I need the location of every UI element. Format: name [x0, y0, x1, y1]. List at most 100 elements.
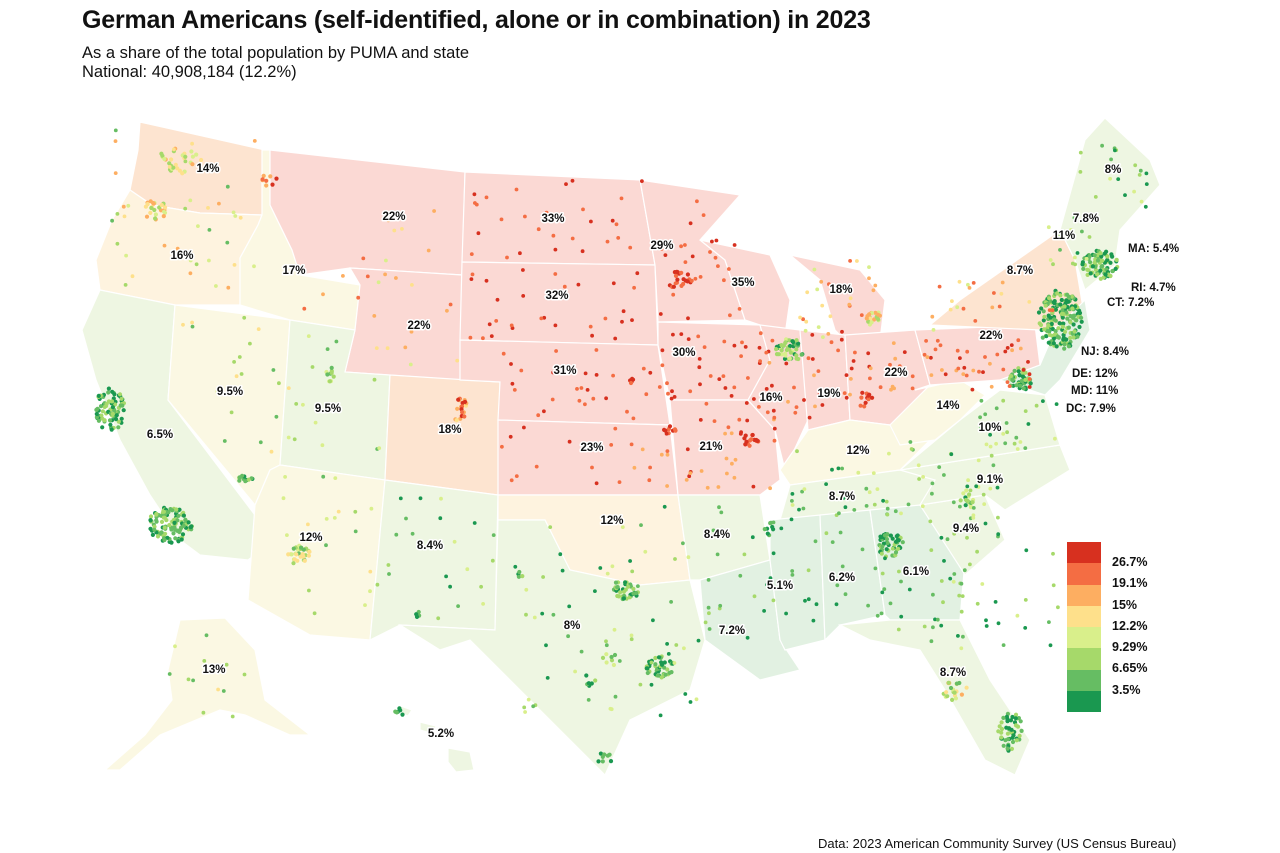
puma-dot: [615, 593, 620, 599]
legend-label: 15%: [1112, 597, 1138, 612]
puma-dot: [660, 348, 665, 353]
puma-dot: [843, 592, 848, 597]
puma-dot: [820, 303, 825, 308]
puma-dot: [567, 439, 572, 444]
puma-dot: [839, 337, 844, 342]
puma-dot: [1069, 294, 1074, 299]
puma-dot: [186, 677, 191, 682]
puma-dot: [165, 535, 170, 540]
puma-dot: [1014, 383, 1019, 388]
puma-dot: [858, 403, 863, 408]
puma-dot: [487, 322, 492, 327]
puma-dot: [291, 546, 296, 551]
puma-dot: [1095, 272, 1100, 277]
puma-dot: [866, 397, 871, 402]
puma-dot: [782, 356, 788, 361]
puma-dot: [979, 398, 984, 403]
puma-dot: [313, 420, 318, 425]
puma-dot: [274, 176, 279, 181]
puma-dot: [291, 561, 296, 566]
puma-dot: [594, 481, 599, 486]
puma-dot: [1087, 235, 1092, 239]
puma-dot: [1060, 324, 1065, 329]
puma-dot: [1123, 193, 1127, 198]
puma-dot: [989, 384, 994, 389]
legend-row: 26.7%: [1067, 542, 1187, 569]
state-regions: [81, 117, 1161, 777]
puma-dot: [1072, 329, 1077, 334]
puma-dot: [906, 502, 911, 507]
puma-dot: [840, 564, 845, 569]
puma-dot: [1047, 296, 1052, 301]
puma-dot: [150, 532, 155, 538]
puma-dot: [765, 531, 770, 536]
puma-dot: [1080, 229, 1084, 234]
puma-dot: [706, 605, 711, 610]
puma-dot: [631, 416, 636, 421]
puma-dot: [747, 443, 752, 448]
puma-dot: [750, 432, 755, 438]
puma-dot: [1038, 322, 1044, 328]
puma-dot: [256, 327, 261, 331]
puma-dot: [363, 603, 367, 607]
puma-dot: [163, 531, 168, 536]
puma-dot: [721, 374, 726, 378]
puma-dot: [1079, 319, 1084, 324]
puma-dot: [258, 440, 263, 445]
puma-dot: [772, 426, 777, 431]
puma-dot: [995, 352, 1000, 357]
puma-dot: [883, 556, 887, 561]
puma-dot: [285, 533, 289, 537]
callout-label-de: DE: 12%: [1072, 368, 1118, 380]
puma-dot: [108, 422, 113, 427]
puma-dot: [404, 516, 408, 521]
puma-dot: [151, 201, 156, 206]
puma-dot: [837, 511, 841, 516]
puma-dot: [707, 627, 712, 631]
puma-dot: [955, 348, 960, 353]
puma-dot: [698, 418, 703, 422]
puma-dot: [1046, 340, 1051, 345]
puma-dot: [365, 274, 370, 279]
puma-dot: [662, 660, 667, 665]
puma-dot: [294, 552, 299, 557]
puma-dot: [1009, 343, 1014, 347]
puma-dot: [907, 587, 912, 592]
legend-row: 9.29%: [1067, 627, 1187, 654]
puma-dot: [815, 287, 820, 292]
puma-dot: [981, 492, 986, 497]
puma-dot: [583, 371, 588, 376]
puma-dot: [681, 541, 685, 546]
puma-dot: [609, 443, 614, 447]
puma-dot: [167, 672, 172, 676]
puma-dot: [774, 347, 779, 352]
puma-dot: [958, 356, 962, 360]
puma-dot: [975, 549, 979, 554]
puma-dot: [99, 413, 104, 418]
puma-dot: [961, 306, 966, 311]
puma-dot: [836, 348, 840, 353]
state-label-ak: 13%: [202, 664, 225, 676]
puma-dot: [222, 439, 227, 443]
puma-dot: [729, 431, 734, 436]
puma-dot: [983, 521, 988, 526]
puma-dot: [591, 396, 596, 401]
puma-dot: [662, 504, 667, 509]
puma-dot: [1066, 294, 1071, 299]
puma-dot: [1005, 746, 1010, 751]
puma-dot: [988, 444, 993, 449]
puma-dot: [167, 161, 172, 166]
puma-dot: [950, 697, 955, 703]
puma-dot: [307, 588, 311, 593]
puma-dot: [1088, 271, 1093, 276]
puma-dot: [325, 372, 330, 377]
puma-dot: [214, 284, 218, 288]
puma-dot: [508, 434, 513, 439]
puma-dot: [665, 381, 669, 386]
puma-dot: [962, 568, 967, 573]
puma-dot: [653, 662, 658, 667]
puma-dot: [929, 639, 934, 644]
puma-dot: [743, 442, 748, 447]
puma-dot: [1059, 297, 1064, 303]
puma-dot: [580, 249, 585, 254]
